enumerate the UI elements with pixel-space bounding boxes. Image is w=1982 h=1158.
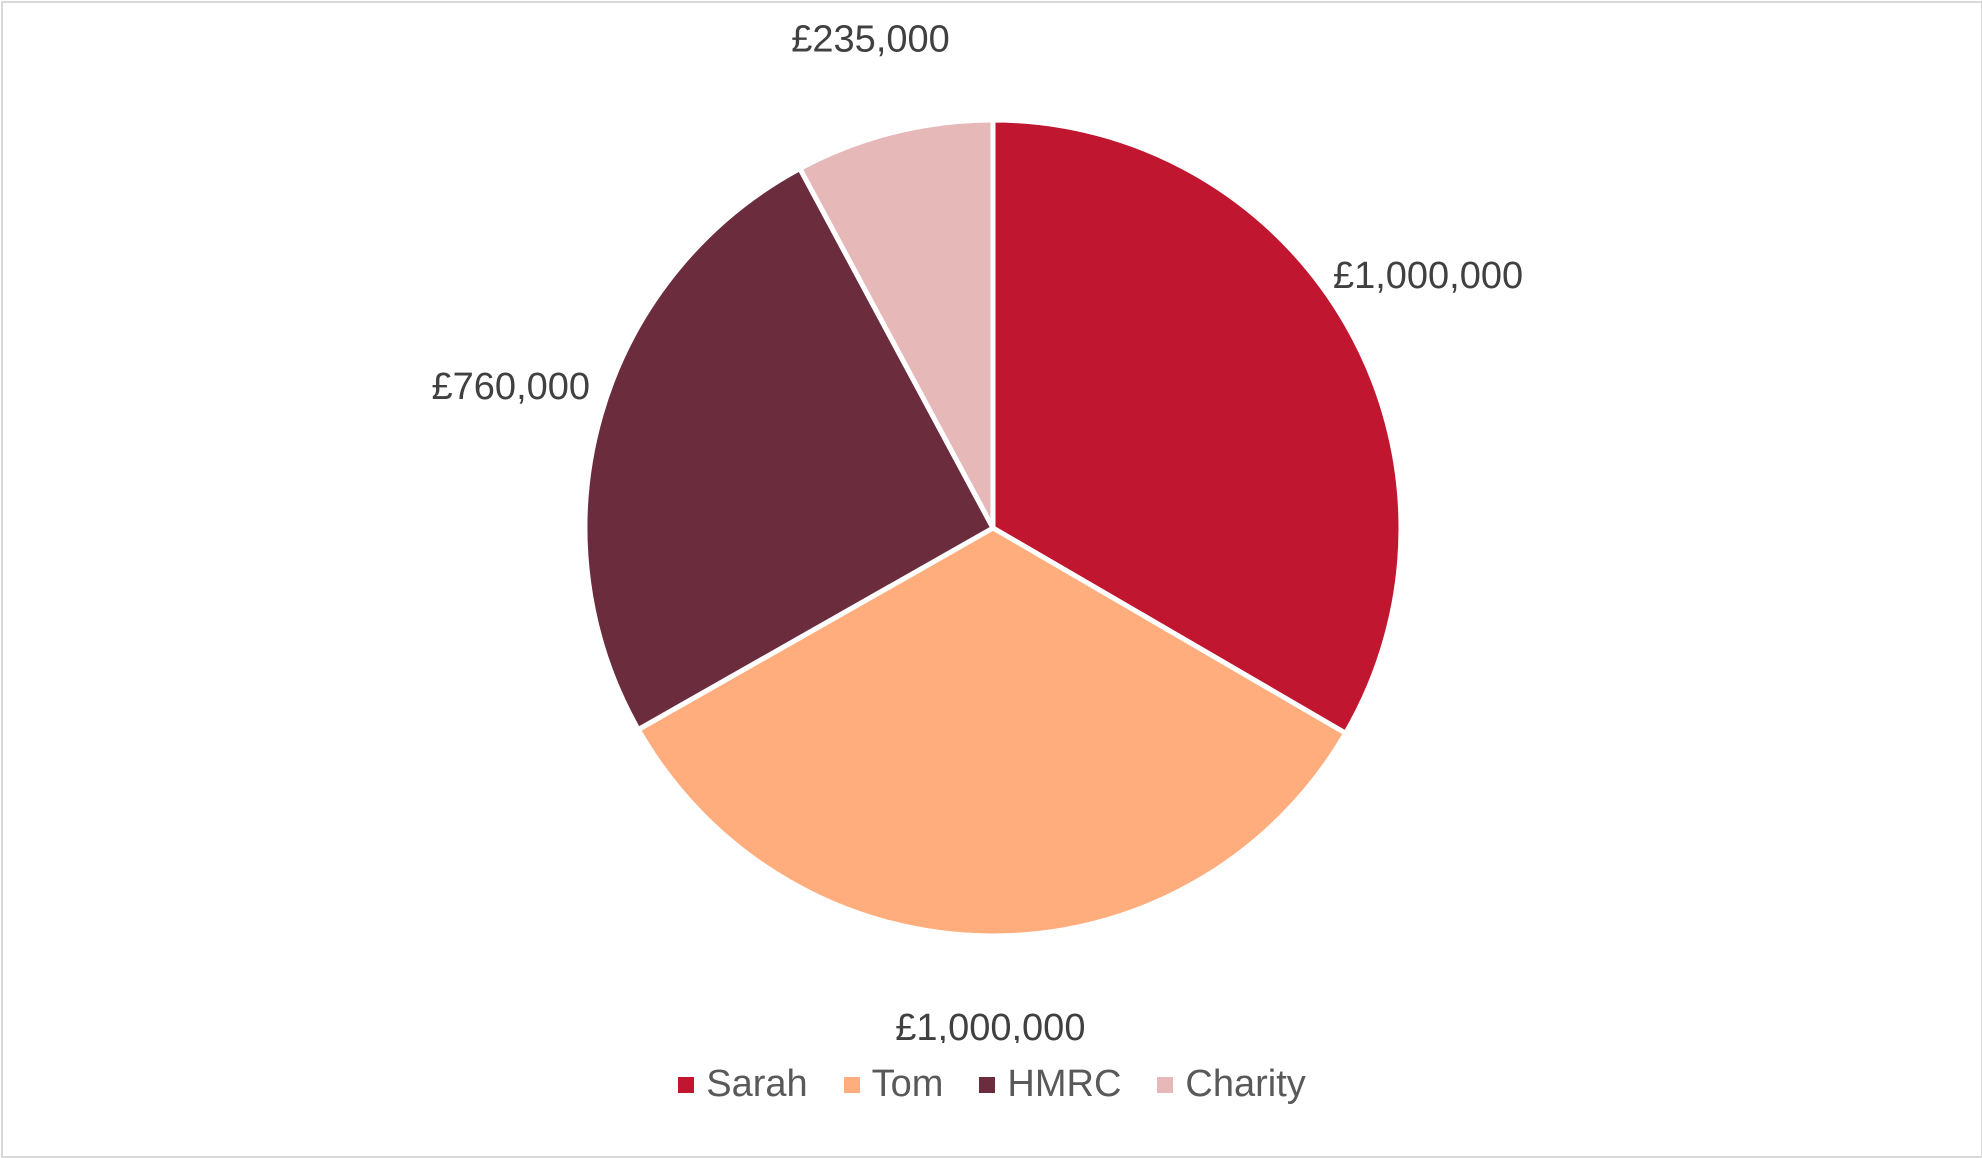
legend-swatch-charity [1157,1076,1174,1093]
legend-item-charity: Charity [1157,1063,1306,1106]
legend-item-hmrc: HMRC [979,1063,1121,1106]
legend-label-charity: Charity [1185,1063,1306,1105]
legend-swatch-hmrc [979,1076,996,1093]
pie-slice-hmrc [582,166,996,733]
legend-item-tom: Tom [843,1063,944,1106]
legend-label-sarah: Sarah [706,1063,808,1105]
legend-label-hmrc: HMRC [1007,1063,1122,1105]
data-label-hmrc: £760,000 [432,366,591,408]
chart-legend: Sarah Tom HMRC Charity [3,1063,1981,1106]
legend-item-sarah: Sarah [678,1063,808,1106]
legend-label-tom: Tom [871,1063,944,1105]
data-label-tom: £1,000,000 [895,1007,1085,1043]
data-label-sarah: £1,000,000 [1333,255,1523,297]
pie-slice-charity [797,117,996,531]
legend-swatch-tom [843,1076,860,1093]
pie-chart: £1,000,000 £1,000,000 £760,000 £235,000 [432,18,1524,1043]
legend-swatch-sarah [678,1076,695,1093]
data-label-charity: £235,000 [791,18,950,60]
pie-slice-sarah [990,117,1404,736]
